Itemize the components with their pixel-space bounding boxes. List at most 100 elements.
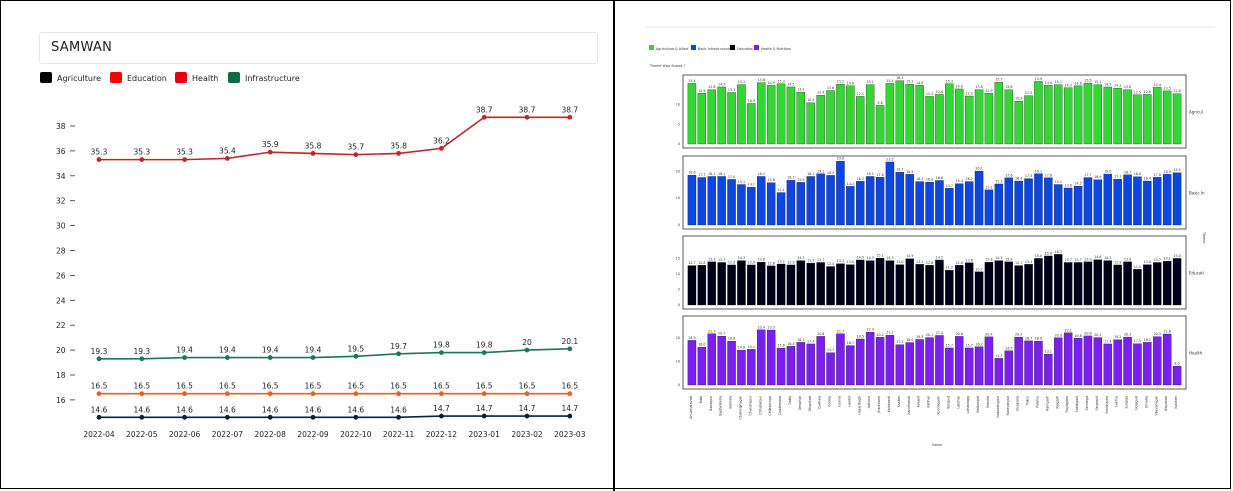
x-tick-label: 2022-08 <box>255 430 287 439</box>
bar <box>707 261 716 306</box>
bar <box>737 349 746 386</box>
bar-value-label: 19.3 <box>916 335 923 339</box>
bar-value-label: 16.3 <box>1055 250 1062 254</box>
bar-value-label: 9.8 <box>877 101 882 105</box>
bar-value-label: 18.1 <box>708 172 715 176</box>
bar-value-label: 12.6 <box>1144 90 1151 94</box>
data-point <box>267 355 273 360</box>
data-label: 16.5 <box>176 382 193 391</box>
x-tick-label: Palamu <box>1035 396 1039 408</box>
bar <box>895 172 905 226</box>
panel-divider <box>613 0 615 491</box>
bar <box>875 105 885 145</box>
x-tick-label: Rayagada <box>1065 396 1069 412</box>
facet-strip-label: Educati <box>1189 271 1204 276</box>
data-label: 35.3 <box>133 148 150 157</box>
bar <box>806 343 815 386</box>
bar <box>1014 265 1023 306</box>
bar-value-label: 22.4 <box>866 328 873 332</box>
x-tick-label: Wayanad <box>1164 396 1168 411</box>
data-point <box>225 355 230 360</box>
bar-value-label: 13.8 <box>1064 183 1071 187</box>
x-tick-label: Jharkhand <box>877 396 881 414</box>
bar-value-label: 13.7 <box>1154 258 1161 262</box>
x-tick-label: 2023-03 <box>554 430 586 439</box>
bar <box>964 347 974 386</box>
bar-value-label: 16.6 <box>936 176 943 180</box>
x-tick-label: Sonbhadra <box>1105 396 1109 414</box>
bar-value-label: 17.8 <box>876 173 883 177</box>
data-label: 19.8 <box>476 341 493 350</box>
bar <box>964 181 974 226</box>
bar-value-label: 12.9 <box>728 260 735 264</box>
facet-strip-label: Agricul <box>1189 110 1203 115</box>
bar-value-label: 12.4 <box>827 262 834 266</box>
bar-value-label: 16.7 <box>787 176 794 180</box>
bar-value-label: 12.9 <box>1114 260 1121 264</box>
y-tick-label: 15 <box>676 256 680 260</box>
bar <box>925 181 934 226</box>
bar-value-label: 15.7 <box>965 343 972 347</box>
bar-value-label: 13.8 <box>975 85 982 89</box>
y-tick-label: 10 <box>676 103 680 107</box>
bar <box>1063 332 1073 386</box>
data-point <box>353 353 359 359</box>
bar-value-label: 18.0 <box>1134 172 1141 176</box>
bar <box>935 335 944 386</box>
x-axis: AH-Amaravati Babi Badalpur Bagherkeda Barnal… <box>689 395 1178 419</box>
bar-value-label: 15.1 <box>876 254 883 258</box>
bar <box>935 180 944 226</box>
x-tick-label: Dantewada <box>778 396 782 415</box>
bar <box>1044 177 1053 226</box>
bar-value-label: 20.4 <box>985 332 992 336</box>
bar <box>1083 261 1093 306</box>
bar-value-label: 15.5 <box>1084 79 1091 83</box>
x-tick-label: Raigarh <box>1055 396 1059 409</box>
bar-value-label: 20.5 <box>1154 332 1161 336</box>
bar-value-label: 15.7 <box>995 78 1002 82</box>
bar-value-label: 18.1 <box>797 338 804 342</box>
bar-value-label: 20.0 <box>1055 333 1062 337</box>
bar <box>974 170 984 226</box>
bar-value-label: 15.1 <box>1055 80 1062 84</box>
data-point <box>182 157 188 163</box>
bar <box>786 86 796 145</box>
bar <box>786 180 796 226</box>
data-point <box>396 351 401 357</box>
bar-value-label: 18.0 <box>906 338 913 342</box>
bar <box>776 348 786 386</box>
bar <box>707 333 716 386</box>
bar <box>846 345 855 386</box>
bar <box>1133 269 1142 306</box>
x-tick-label: 2022-09 <box>297 430 329 439</box>
data-point <box>96 157 102 163</box>
bar-value-label: 13.8 <box>708 85 715 89</box>
bar <box>1054 254 1063 306</box>
data-label: 35.8 <box>305 141 322 150</box>
x-tick-label: Mandla <box>986 396 990 408</box>
data-label: 19.4 <box>305 346 322 355</box>
bar-value-label: 13.1 <box>916 260 923 264</box>
bar-value-label: 18.1 <box>807 172 814 176</box>
legend-swatch-agricul <box>649 45 654 50</box>
data-label: 35.8 <box>390 141 407 150</box>
facet-panel <box>682 155 1187 230</box>
bar-value-label: 15.7 <box>946 343 953 347</box>
bar-value-label: 21.7 <box>708 329 715 333</box>
bar-value-label: 14.9 <box>906 254 913 258</box>
data-point <box>481 391 487 397</box>
bar-value-label: 13.0 <box>1144 260 1151 264</box>
bar <box>1073 338 1083 386</box>
bar <box>796 342 806 386</box>
x-tick-label: Singrauli <box>1095 396 1099 411</box>
x-tick-label: 2023-02 <box>511 430 543 439</box>
x-tick-label: Pakur <box>1026 395 1030 405</box>
bar-value-label: 16.0 <box>926 178 933 182</box>
bar-value-label: 18.1 <box>758 172 765 176</box>
bar-value-label: 19.7 <box>896 168 903 172</box>
bar <box>1063 87 1073 145</box>
x-tick-label: Nabarangpur <box>996 395 1000 417</box>
y-tick-label: 0 <box>678 383 680 387</box>
data-label: 36.2 <box>433 136 450 145</box>
